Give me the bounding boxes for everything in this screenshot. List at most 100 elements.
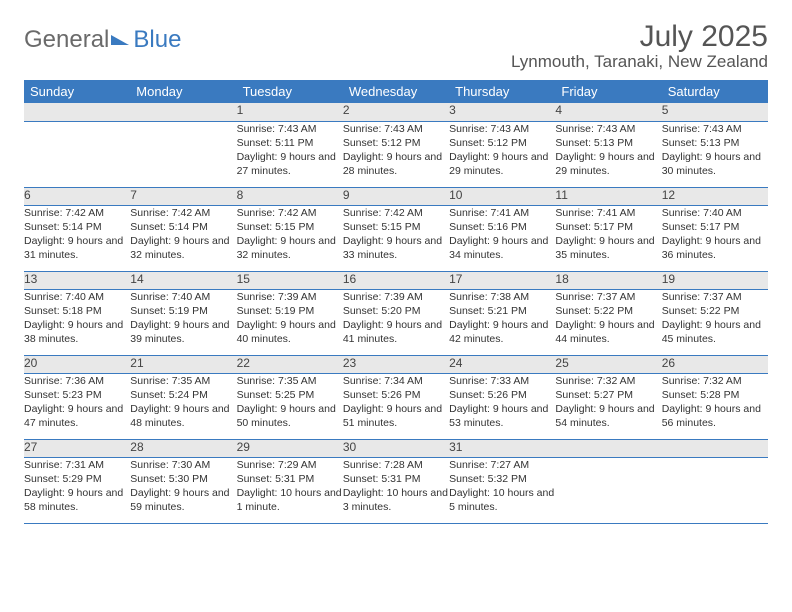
day-content-cell: Sunrise: 7:36 AMSunset: 5:23 PMDaylight:… bbox=[24, 373, 130, 439]
sunrise-line: Sunrise: 7:41 AM bbox=[449, 206, 555, 220]
day-content-row: Sunrise: 7:31 AMSunset: 5:29 PM Daylight:… bbox=[24, 457, 768, 523]
day-number-cell: 4 bbox=[555, 103, 661, 121]
day-number-row: 13141516171819 bbox=[24, 271, 768, 289]
daylight-line: Daylight: 9 hours and 36 minutes. bbox=[662, 234, 768, 262]
header: GeneralBlue July 2025 Lynmouth, Taranaki… bbox=[24, 20, 768, 72]
daylight-line: Daylight: 9 hours and 32 minutes. bbox=[130, 234, 236, 262]
sunset-line: Sunset: 5:14 PM bbox=[130, 220, 236, 234]
sunrise-line: Sunrise: 7:41 AM bbox=[555, 206, 661, 220]
day-content-cell: Sunrise: 7:40 AMSunset: 5:17 PMDaylight:… bbox=[662, 205, 768, 271]
day-number-cell bbox=[130, 103, 236, 121]
daylight-line: Daylight: 9 hours and 45 minutes. bbox=[662, 318, 768, 346]
sunrise-line: Sunrise: 7:42 AM bbox=[24, 206, 130, 220]
sunset-line: Sunset: 5:32 PM bbox=[449, 472, 555, 486]
sunset-line: Sunset: 5:12 PM bbox=[449, 136, 555, 150]
day-content-cell: Sunrise: 7:37 AMSunset: 5:22 PMDaylight:… bbox=[662, 289, 768, 355]
sunrise-line: Sunrise: 7:31 AM bbox=[24, 458, 130, 472]
daylight-line: Daylight: 9 hours and 31 minutes. bbox=[24, 234, 130, 262]
sunset-line: Sunset: 5:25 PM bbox=[237, 388, 343, 402]
day-number-cell bbox=[24, 103, 130, 121]
day-content-cell: Sunrise: 7:31 AMSunset: 5:29 PMDaylight:… bbox=[24, 457, 130, 523]
daylight-line: Daylight: 9 hours and 38 minutes. bbox=[24, 318, 130, 346]
day-number-row: 2728293031 bbox=[24, 439, 768, 457]
day-content-cell: Sunrise: 7:32 AMSunset: 5:27 PMDaylight:… bbox=[555, 373, 661, 439]
sunset-line: Sunset: 5:22 PM bbox=[662, 304, 768, 318]
sunrise-line: Sunrise: 7:32 AM bbox=[555, 374, 661, 388]
weekday-header: Wednesday bbox=[343, 80, 449, 103]
logo-mark-icon bbox=[111, 35, 129, 45]
day-content-cell bbox=[662, 457, 768, 523]
day-number-row: 6789101112 bbox=[24, 187, 768, 205]
day-number-cell: 19 bbox=[662, 271, 768, 289]
day-number-cell: 23 bbox=[343, 355, 449, 373]
sunset-line: Sunset: 5:26 PM bbox=[449, 388, 555, 402]
sunrise-line: Sunrise: 7:38 AM bbox=[449, 290, 555, 304]
day-content-row: Sunrise: 7:43 AMSunset: 5:11 PMDaylight:… bbox=[24, 121, 768, 187]
sunrise-line: Sunrise: 7:43 AM bbox=[555, 122, 661, 136]
day-content-cell: Sunrise: 7:28 AMSunset: 5:31 PMDaylight:… bbox=[343, 457, 449, 523]
sunrise-line: Sunrise: 7:42 AM bbox=[343, 206, 449, 220]
day-number-cell: 31 bbox=[449, 439, 555, 457]
calendar-body: 12345Sunrise: 7:43 AMSunset: 5:11 PMDayl… bbox=[24, 103, 768, 523]
weekday-header: Tuesday bbox=[237, 80, 343, 103]
day-content-cell: Sunrise: 7:29 AMSunset: 5:31 PMDaylight:… bbox=[237, 457, 343, 523]
daylight-line: Daylight: 9 hours and 53 minutes. bbox=[449, 402, 555, 430]
sunrise-line: Sunrise: 7:40 AM bbox=[130, 290, 236, 304]
sunrise-line: Sunrise: 7:40 AM bbox=[662, 206, 768, 220]
sunset-line: Sunset: 5:13 PM bbox=[555, 136, 661, 150]
weekday-header: Sunday bbox=[24, 80, 130, 103]
sunrise-line: Sunrise: 7:27 AM bbox=[449, 458, 555, 472]
day-content-cell: Sunrise: 7:35 AMSunset: 5:25 PMDaylight:… bbox=[237, 373, 343, 439]
day-number-cell: 22 bbox=[237, 355, 343, 373]
daylight-line: Daylight: 9 hours and 50 minutes. bbox=[237, 402, 343, 430]
day-number-cell: 13 bbox=[24, 271, 130, 289]
daylight-line: Daylight: 9 hours and 35 minutes. bbox=[555, 234, 661, 262]
daylight-line: Daylight: 9 hours and 29 minutes. bbox=[555, 150, 661, 178]
weekday-header: Monday bbox=[130, 80, 236, 103]
sunset-line: Sunset: 5:18 PM bbox=[24, 304, 130, 318]
daylight-line: Daylight: 9 hours and 33 minutes. bbox=[343, 234, 449, 262]
sunrise-line: Sunrise: 7:35 AM bbox=[237, 374, 343, 388]
sunrise-line: Sunrise: 7:39 AM bbox=[237, 290, 343, 304]
day-content-cell: Sunrise: 7:38 AMSunset: 5:21 PMDaylight:… bbox=[449, 289, 555, 355]
weekday-header: Thursday bbox=[449, 80, 555, 103]
sunset-line: Sunset: 5:29 PM bbox=[24, 472, 130, 486]
sunset-line: Sunset: 5:23 PM bbox=[24, 388, 130, 402]
day-content-cell: Sunrise: 7:39 AMSunset: 5:19 PMDaylight:… bbox=[237, 289, 343, 355]
sunrise-line: Sunrise: 7:32 AM bbox=[662, 374, 768, 388]
day-content-cell: Sunrise: 7:40 AMSunset: 5:18 PMDaylight:… bbox=[24, 289, 130, 355]
sunset-line: Sunset: 5:30 PM bbox=[130, 472, 236, 486]
daylight-line: Daylight: 9 hours and 41 minutes. bbox=[343, 318, 449, 346]
sunset-line: Sunset: 5:19 PM bbox=[237, 304, 343, 318]
day-content-cell: Sunrise: 7:40 AMSunset: 5:19 PMDaylight:… bbox=[130, 289, 236, 355]
sunrise-line: Sunrise: 7:28 AM bbox=[343, 458, 449, 472]
sunset-line: Sunset: 5:27 PM bbox=[555, 388, 661, 402]
location: Lynmouth, Taranaki, New Zealand bbox=[511, 52, 768, 72]
day-number-cell: 10 bbox=[449, 187, 555, 205]
sunrise-line: Sunrise: 7:43 AM bbox=[343, 122, 449, 136]
sunset-line: Sunset: 5:15 PM bbox=[343, 220, 449, 234]
sunset-line: Sunset: 5:28 PM bbox=[662, 388, 768, 402]
day-number-row: 12345 bbox=[24, 103, 768, 121]
logo-text-blue: Blue bbox=[133, 26, 181, 54]
day-content-cell bbox=[130, 121, 236, 187]
day-content-cell: Sunrise: 7:43 AMSunset: 5:13 PMDaylight:… bbox=[555, 121, 661, 187]
day-number-cell: 25 bbox=[555, 355, 661, 373]
day-number-cell bbox=[662, 439, 768, 457]
day-number-cell: 28 bbox=[130, 439, 236, 457]
day-number-cell: 30 bbox=[343, 439, 449, 457]
day-content-cell: Sunrise: 7:34 AMSunset: 5:26 PMDaylight:… bbox=[343, 373, 449, 439]
logo: GeneralBlue bbox=[24, 20, 181, 54]
sunset-line: Sunset: 5:22 PM bbox=[555, 304, 661, 318]
day-content-cell: Sunrise: 7:37 AMSunset: 5:22 PMDaylight:… bbox=[555, 289, 661, 355]
day-content-cell: Sunrise: 7:42 AMSunset: 5:14 PMDaylight:… bbox=[24, 205, 130, 271]
weekday-header: Saturday bbox=[662, 80, 768, 103]
sunrise-line: Sunrise: 7:43 AM bbox=[237, 122, 343, 136]
sunrise-line: Sunrise: 7:37 AM bbox=[662, 290, 768, 304]
day-content-cell: Sunrise: 7:43 AMSunset: 5:12 PMDaylight:… bbox=[343, 121, 449, 187]
daylight-line: Daylight: 10 hours and 5 minutes. bbox=[449, 486, 555, 514]
daylight-line: Daylight: 10 hours and 1 minute. bbox=[237, 486, 343, 514]
day-number-cell: 21 bbox=[130, 355, 236, 373]
day-content-cell bbox=[24, 121, 130, 187]
sunset-line: Sunset: 5:19 PM bbox=[130, 304, 236, 318]
